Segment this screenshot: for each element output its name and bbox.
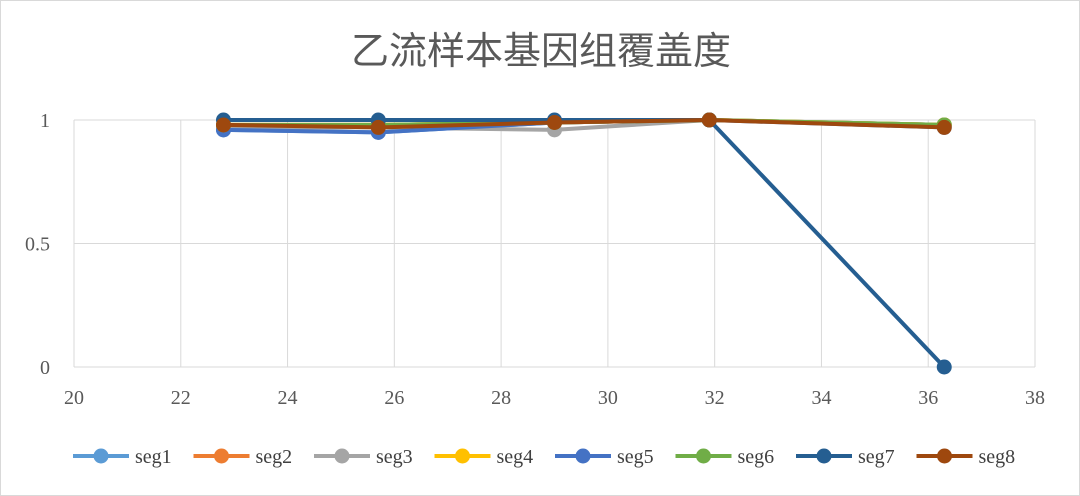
x-tick-label: 22 (171, 387, 191, 409)
data-point-seg8 (215, 117, 231, 133)
y-axis-ticks: 00.51 (25, 110, 50, 379)
legend-marker-seg7 (816, 448, 832, 464)
x-tick-label: 28 (491, 387, 511, 409)
legend-item-seg3: seg3 (314, 446, 413, 468)
legend-item-seg4: seg4 (434, 446, 534, 468)
data-point-seg8 (701, 112, 717, 128)
y-tick-label: 1 (40, 110, 50, 132)
chart-title: 乙流样本基因组覆盖度 (351, 29, 731, 73)
x-tick-label: 32 (705, 387, 725, 409)
legend-label-seg2: seg2 (256, 446, 293, 468)
legend-item-seg5: seg5 (555, 446, 654, 468)
x-axis-ticks: 20 22 24 26 28 30 32 34 36 38 (64, 387, 1045, 409)
legend-item-seg8: seg8 (916, 446, 1016, 468)
x-tick-label: 36 (918, 387, 938, 409)
legend-label-seg7: seg7 (858, 446, 895, 468)
x-tick-label: 26 (384, 387, 404, 409)
x-tick-label: 20 (64, 387, 84, 409)
legend-label-seg1: seg1 (135, 446, 172, 468)
legend-label-seg8: seg8 (979, 446, 1016, 468)
legend-marker-seg6 (696, 448, 711, 464)
legend-label-seg6: seg6 (738, 446, 775, 468)
x-tick-label: 24 (278, 387, 298, 409)
data-point-seg7 (936, 359, 952, 375)
legend-label-seg3: seg3 (376, 446, 413, 468)
legend-label-seg4: seg4 (497, 446, 534, 468)
legend-label-seg5: seg5 (617, 446, 654, 468)
legend-item-seg2: seg2 (193, 446, 293, 468)
legend: seg1 seg2 seg3 seg4 seg5 seg6 seg7 seg8 (73, 446, 1015, 468)
data-point-seg8 (547, 114, 562, 130)
legend-marker-seg2 (214, 448, 229, 464)
legend-item-seg7: seg7 (796, 446, 895, 468)
y-tick-label: 0.5 (25, 234, 50, 256)
series-seg8 (215, 112, 952, 135)
data-point-seg8 (370, 119, 386, 135)
legend-marker-seg1 (93, 448, 109, 464)
y-tick-label: 0 (40, 357, 50, 379)
legend-marker-seg8 (937, 448, 952, 464)
legend-marker-seg3 (334, 448, 350, 464)
legend-marker-seg4 (455, 448, 470, 464)
x-tick-label: 38 (1025, 387, 1045, 409)
x-tick-label: 30 (598, 387, 618, 409)
legend-item-seg6: seg6 (675, 446, 775, 468)
legend-item-seg1: seg1 (73, 446, 172, 468)
plot-series (215, 112, 952, 375)
gridlines (73, 119, 1036, 368)
legend-marker-seg5 (575, 448, 591, 464)
data-point-seg8 (936, 119, 952, 135)
x-tick-label: 34 (811, 387, 831, 409)
